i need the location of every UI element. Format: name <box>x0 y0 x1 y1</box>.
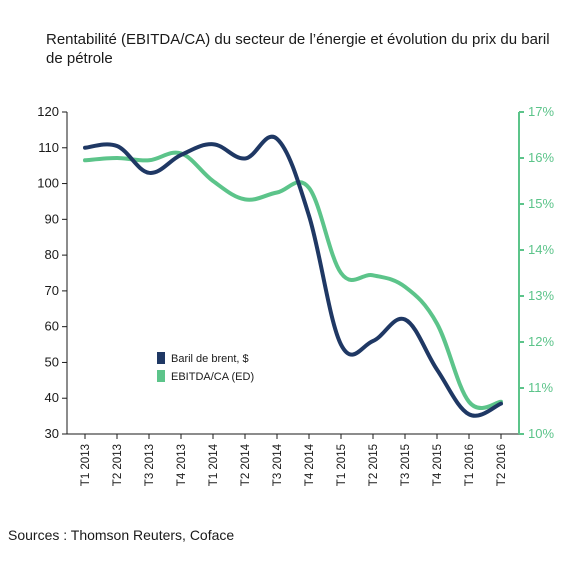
x-tick-label: T2 2014 <box>240 443 252 486</box>
series-line-brent <box>83 134 503 418</box>
right-y-axis-ticks: 17% 16% 15% 14% 13% 12% 11% 10% <box>519 104 554 441</box>
x-tick-label: T3 2013 <box>144 444 156 486</box>
right-tick-label: 10% <box>528 426 554 441</box>
x-tick-label: T1 2015 <box>336 444 348 486</box>
legend: Baril de brent, $ EBITDA/CA (ED) <box>157 352 254 383</box>
right-tick-label: 15% <box>528 196 554 211</box>
x-tick-label: T4 2013 <box>176 444 188 486</box>
x-tick-label: T4 2014 <box>304 443 316 486</box>
left-tick-label: 70 <box>45 283 59 298</box>
x-tick-label: T2 2013 <box>112 444 124 486</box>
x-tick-label: T3 2014 <box>272 443 284 486</box>
left-tick-label: 30 <box>45 426 59 441</box>
chart-title: Rentabilité (EBITDA/CA) du secteur de l’… <box>46 31 550 67</box>
x-tick-label: T3 2015 <box>400 444 412 486</box>
x-tick-label: T1 2016 <box>464 444 476 486</box>
right-tick-label: 16% <box>528 150 554 165</box>
x-tick-label: T2 2016 <box>496 444 508 486</box>
left-tick-label: 40 <box>45 390 59 405</box>
x-axis-ticks: T1 2013 T2 2013 T3 2013 T4 2013 T1 2014 T2 20… <box>80 434 508 486</box>
left-y-axis-ticks: 120 110 100 90 80 70 60 50 40 30 <box>37 104 67 441</box>
left-tick-label: 60 <box>45 319 59 334</box>
left-tick-label: 100 <box>37 176 59 191</box>
source-note: Sources : Thomson Reuters, Coface <box>8 527 235 543</box>
axes <box>66 112 520 435</box>
left-tick-label: 120 <box>37 104 59 119</box>
left-tick-label: 80 <box>45 247 59 262</box>
right-tick-label: 13% <box>528 288 554 303</box>
x-tick-label: T2 2015 <box>368 444 380 486</box>
legend-label-ebitda: EBITDA/CA (ED) <box>171 371 254 383</box>
right-tick-label: 11% <box>528 380 553 395</box>
left-tick-label: 50 <box>45 354 59 369</box>
x-tick-label: T1 2014 <box>208 443 220 486</box>
x-tick-label: T1 2013 <box>80 444 92 486</box>
legend-swatch-brent <box>157 352 165 364</box>
series-lines <box>83 134 503 418</box>
x-tick-label: T4 2015 <box>432 444 444 486</box>
left-tick-label: 110 <box>38 140 59 155</box>
legend-label-brent: Baril de brent, $ <box>171 353 249 365</box>
right-tick-label: 14% <box>528 242 554 257</box>
right-tick-label: 17% <box>528 104 554 119</box>
right-tick-label: 12% <box>528 334 554 349</box>
left-tick-label: 90 <box>45 211 59 226</box>
legend-swatch-ebitda <box>157 370 165 382</box>
